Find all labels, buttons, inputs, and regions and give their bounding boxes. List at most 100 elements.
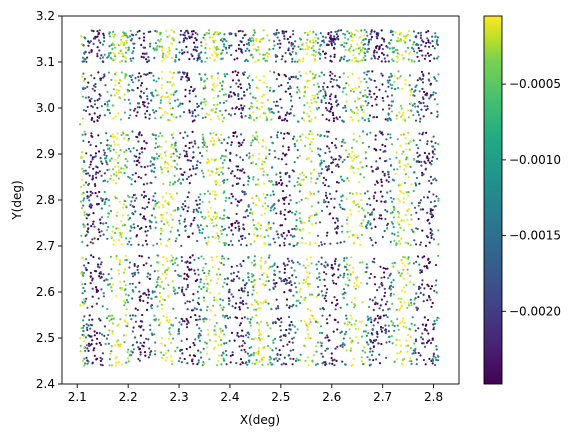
scatter-point	[368, 114, 371, 117]
scatter-point	[204, 86, 207, 89]
scatter-point	[131, 33, 134, 36]
scatter-point	[298, 154, 302, 158]
scatter-point	[431, 301, 434, 305]
scatter-point	[380, 178, 383, 181]
scatter-point	[112, 133, 115, 136]
scatter-point	[291, 211, 294, 214]
scatter-point	[282, 362, 285, 365]
scatter-point	[304, 242, 307, 245]
scatter-point	[363, 215, 367, 218]
scatter-point	[124, 75, 127, 78]
scatter-point	[146, 60, 149, 64]
y-axis: 2.42.52.62.72.82.93.03.13.2	[36, 9, 62, 391]
scatter-point	[221, 285, 224, 288]
scatter-point	[308, 231, 311, 235]
scatter-point	[132, 343, 135, 346]
y-tick-label: 2.5	[36, 331, 55, 345]
scatter-point	[140, 55, 143, 59]
scatter-point	[400, 115, 403, 118]
scatter-point	[164, 96, 167, 99]
scatter-point	[263, 235, 266, 239]
scatter-point	[226, 216, 229, 219]
scatter-point	[224, 155, 227, 158]
scatter-point	[345, 317, 348, 320]
scatter-point	[314, 242, 317, 245]
scatter-point	[425, 94, 428, 97]
scatter-point	[160, 303, 163, 306]
scatter-point	[162, 255, 165, 258]
scatter-point	[116, 156, 119, 159]
scatter-point	[421, 54, 424, 57]
scatter-point	[169, 333, 172, 336]
scatter-point	[120, 35, 123, 38]
scatter-point	[378, 130, 381, 133]
scatter-point	[232, 271, 235, 274]
scatter-point	[244, 350, 247, 354]
scatter-point	[147, 56, 150, 59]
scatter-point	[203, 299, 206, 302]
scatter-point	[240, 198, 243, 202]
scatter-point	[188, 182, 191, 185]
scatter-point	[418, 132, 421, 135]
scatter-point	[174, 269, 177, 272]
scatter-point	[145, 110, 149, 113]
scatter-point	[85, 172, 88, 175]
scatter-point	[218, 184, 221, 187]
scatter-point	[348, 264, 351, 267]
scatter-point	[429, 342, 433, 345]
scatter-point	[247, 359, 250, 362]
scatter-point	[202, 136, 205, 139]
scatter-point	[145, 52, 148, 55]
scatter-point	[115, 340, 118, 343]
scatter-point	[359, 281, 363, 284]
scatter-point	[390, 104, 393, 107]
scatter-point	[259, 259, 262, 262]
scatter-point	[131, 130, 134, 133]
scatter-point	[326, 288, 329, 291]
scatter-point	[223, 190, 226, 193]
scatter-point	[100, 105, 103, 108]
scatter-point	[324, 92, 327, 95]
scatter-point	[100, 174, 103, 177]
scatter-point	[113, 135, 116, 138]
scatter-point	[96, 238, 100, 241]
scatter-point	[252, 280, 255, 284]
scatter-point	[163, 166, 166, 169]
scatter-point	[82, 286, 85, 289]
scatter-point	[376, 289, 379, 292]
scatter-point	[186, 159, 189, 162]
scatter-point	[399, 322, 402, 325]
scatter-point	[267, 335, 270, 338]
scatter-point	[355, 156, 358, 159]
scatter-point	[110, 174, 113, 177]
scatter-point	[224, 242, 228, 245]
scatter-point	[124, 46, 128, 50]
scatter-point	[259, 224, 263, 227]
scatter-point	[350, 341, 353, 344]
scatter-point	[432, 352, 435, 355]
scatter-point	[127, 46, 130, 49]
scatter-point	[246, 352, 249, 355]
scatter-point	[277, 307, 280, 310]
scatter-point	[226, 142, 229, 145]
scatter-point	[418, 90, 421, 93]
scatter-point	[316, 277, 319, 280]
scatter-point	[398, 352, 401, 355]
scatter-point	[335, 231, 338, 234]
scatter-point	[85, 181, 88, 184]
scatter-point	[329, 108, 333, 111]
scatter-point	[252, 286, 255, 289]
scatter-point	[283, 356, 286, 359]
scatter-point	[231, 233, 234, 236]
scatter-point	[95, 342, 98, 345]
scatter-point	[231, 305, 234, 308]
scatter-point	[401, 363, 404, 366]
scatter-point	[278, 39, 281, 42]
scatter-point	[431, 150, 434, 153]
scatter-point	[272, 100, 276, 104]
scatter-point	[174, 166, 177, 169]
scatter-point	[183, 37, 186, 40]
scatter-point	[393, 168, 396, 171]
scatter-point	[231, 79, 235, 82]
scatter-point	[255, 194, 258, 197]
